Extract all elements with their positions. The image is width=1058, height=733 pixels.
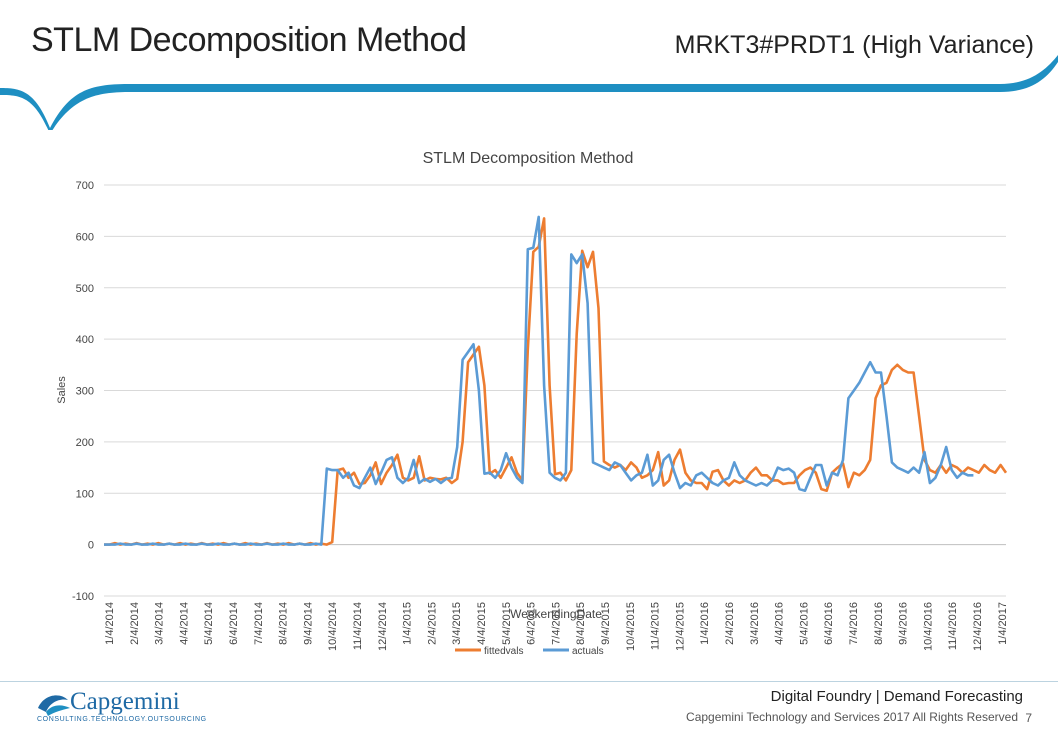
y-tick-label: -100 [72, 591, 94, 603]
x-tick-label: 12/4/2015 [674, 602, 686, 651]
x-tick-label: 5/4/2015 [501, 602, 513, 645]
x-axis-label: WeekendingDate [510, 607, 602, 621]
chart-legend: fittedvals actuals [455, 646, 604, 657]
chart-series-lines [104, 215, 1008, 546]
x-axis-tick-labels: 1/4/2014 2/4/2014 3/4/2014 4/4/2014 5/4/2014… [104, 602, 1009, 651]
x-tick-label: 3/4/2014 [154, 602, 166, 645]
legend-label-fittedvals: fittedvals [484, 646, 523, 657]
y-tick-label: 700 [76, 180, 94, 192]
x-tick-label: 9/4/2015 [600, 602, 612, 645]
x-tick-label: 11/4/2015 [650, 602, 662, 650]
x-tick-label: 6/4/2014 [228, 602, 240, 645]
x-tick-label: 10/4/2015 [625, 602, 637, 651]
x-tick-label: 2/4/2016 [724, 602, 736, 645]
page-number: 7 [1025, 711, 1032, 725]
footer-title: Digital Foundry | Demand Forecasting [770, 688, 1023, 705]
x-tick-label: 2/4/2014 [129, 602, 141, 645]
x-tick-label: 5/4/2014 [203, 602, 215, 645]
x-tick-label: 1/4/2016 [699, 602, 711, 645]
x-tick-label: 1/4/2017 [997, 602, 1009, 645]
x-tick-label: 8/4/2016 [873, 602, 885, 645]
y-tick-label: 300 [76, 386, 94, 398]
logo-wordmark: Capgemini [70, 688, 180, 715]
x-tick-label: 4/4/2015 [476, 602, 488, 645]
footer-divider [0, 681, 1058, 682]
series-line-fittedvals [104, 217, 1008, 546]
x-tick-label: 4/4/2014 [178, 602, 190, 645]
y-tick-label: 600 [76, 231, 94, 243]
y-tick-label: 0 [88, 540, 94, 552]
y-axis-tick-labels: -100 0 100 200 300 400 500 600 700 [72, 180, 94, 603]
x-tick-label: 1/4/2015 [402, 602, 414, 645]
y-tick-label: 200 [76, 437, 94, 449]
slide-subtitle: MRKT3#PRDT1 (High Variance) [674, 31, 1034, 59]
x-tick-label: 8/4/2014 [278, 602, 290, 645]
x-tick-label: 10/4/2014 [327, 602, 339, 651]
chart-title: STLM Decomposition Method [423, 150, 634, 167]
logo-tagline: CONSULTING.TECHNOLOGY.OUTSOURCING [37, 716, 207, 723]
x-tick-label: 3/4/2016 [749, 602, 761, 645]
x-tick-label: 3/4/2015 [451, 602, 463, 645]
slide-title: STLM Decomposition Method [31, 21, 467, 59]
series-line-actuals [104, 215, 974, 546]
x-tick-label: 6/4/2016 [823, 602, 835, 645]
legend-label-actuals: actuals [572, 646, 604, 657]
y-tick-label: 400 [76, 334, 94, 346]
chart-gridlines [104, 184, 1006, 597]
x-tick-label: 11/4/2014 [352, 602, 364, 650]
x-tick-label: 9/4/2016 [898, 602, 910, 645]
capgemini-logo-icon [38, 695, 70, 716]
y-axis-label: Sales [56, 376, 68, 404]
y-tick-label: 500 [76, 283, 94, 295]
x-tick-label: 8/4/2015 [575, 602, 587, 645]
x-tick-label: 10/4/2016 [922, 602, 934, 651]
sales-line-chart: STLM Decomposition Method -100 0 100 200 300… [56, 150, 1009, 657]
x-tick-label: 11/4/2016 [947, 602, 959, 650]
x-tick-label: 6/4/2015 [526, 602, 538, 645]
y-tick-label: 100 [76, 488, 94, 500]
x-tick-label: 2/4/2015 [426, 602, 438, 645]
x-tick-label: 9/4/2014 [302, 602, 314, 645]
x-tick-label: 7/4/2016 [848, 602, 860, 645]
x-tick-label: 4/4/2016 [774, 602, 786, 645]
x-tick-label: 12/4/2014 [377, 602, 389, 651]
x-tick-label: 7/4/2014 [253, 602, 265, 645]
x-tick-label: 1/4/2014 [104, 602, 116, 645]
x-tick-label: 5/4/2016 [798, 602, 810, 645]
x-tick-label: 7/4/2015 [550, 602, 562, 645]
x-tick-label: 12/4/2016 [972, 602, 984, 651]
footer-copyright: Capgemini Technology and Services 2017 A… [686, 710, 1018, 724]
